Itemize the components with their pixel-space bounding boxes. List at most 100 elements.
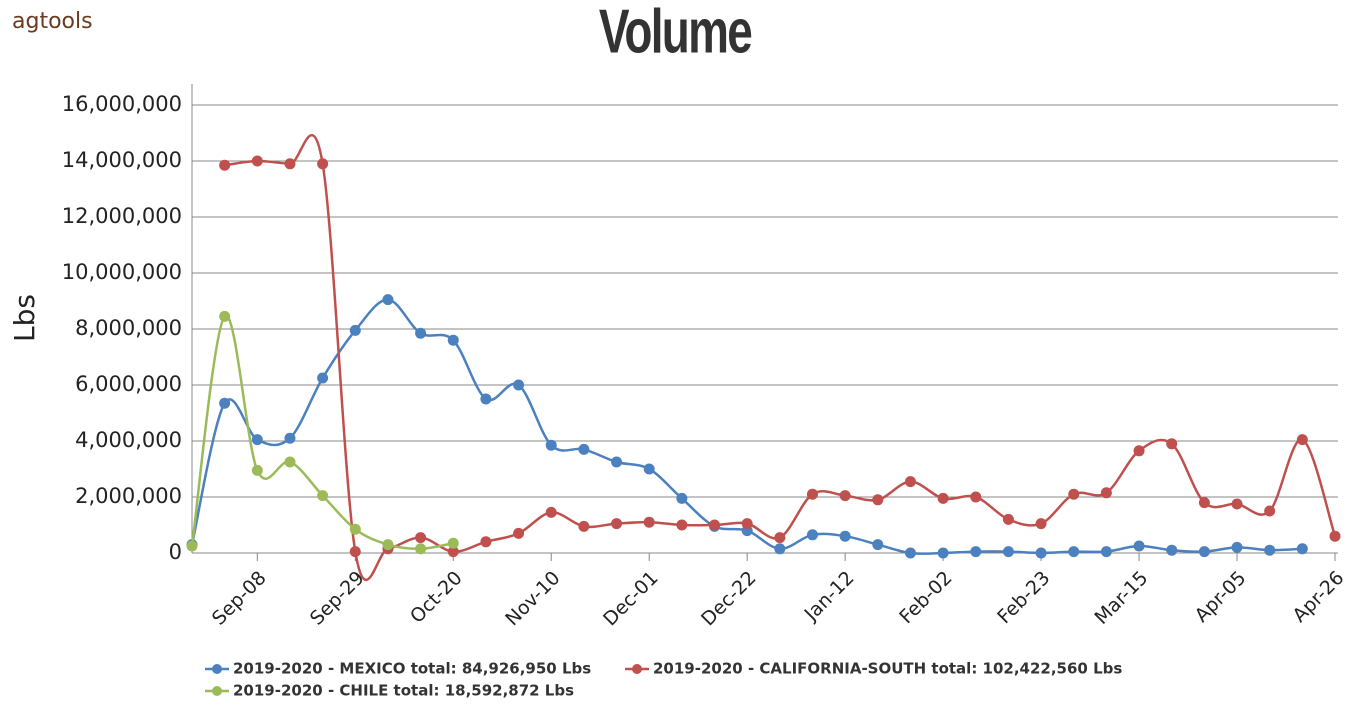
data-point [806,529,818,541]
y-tick-label: 2,000,000 [75,484,182,508]
data-point [219,159,231,171]
data-point [382,539,394,551]
data-point [741,518,753,530]
data-point [513,379,525,391]
data-point [349,523,361,535]
data-point [349,546,361,558]
y-axis-title: Lbs [8,294,41,342]
chart-title: Volume [599,0,752,66]
data-point [1068,488,1080,500]
y-tick-label: 0 [169,540,182,564]
data-point [970,491,982,503]
data-point [1329,530,1341,542]
data-point [676,519,688,531]
x-tick-label: Dec-01 [599,567,663,631]
data-point [1133,445,1145,457]
data-point [284,158,296,170]
legend-label: 2019-2020 - CALIFORNIA-SOUTH total: 102,… [653,660,1122,678]
series-line [190,298,1303,555]
data-point [415,327,427,339]
data-point [970,546,982,558]
data-point [1002,513,1014,525]
data-point [251,434,263,446]
logo: agtools [12,9,93,34]
data-point [1296,543,1308,555]
data-point [1231,498,1243,510]
y-tick-label: 8,000,000 [75,316,182,340]
data-point [317,372,329,384]
data-point [1133,540,1145,552]
x-tick-label: Mar-15 [1090,567,1152,629]
data-point [937,547,949,559]
data-point [774,532,786,544]
data-point [219,397,231,409]
data-point [415,543,427,555]
legend-label: 2019-2020 - CHILE total: 18,592,872 Lbs [233,682,574,700]
data-point [1035,547,1047,559]
data-point [447,546,459,558]
data-point [1166,544,1178,556]
data-point [1264,544,1276,556]
data-point [839,530,851,542]
x-tick-label: Apr-05 [1191,567,1251,627]
y-tick-label: 10,000,000 [62,260,182,284]
data-point [545,506,557,518]
x-tick-label: Sep-29 [306,567,369,630]
data-point [1166,438,1178,450]
x-tick-label: Feb-02 [895,567,956,628]
data-point [513,527,525,539]
data-point [545,439,557,451]
y-tick-label: 14,000,000 [62,148,182,172]
x-tick-label: Sep-08 [208,567,271,630]
data-point [284,456,296,468]
y-tick-label: 6,000,000 [75,372,182,396]
data-point [937,492,949,504]
data-point [1035,518,1047,530]
data-point [611,456,623,468]
data-point [1100,546,1112,558]
data-point [1100,487,1112,499]
data-point [480,393,492,405]
y-tick-label: 4,000,000 [75,428,182,452]
data-point [447,537,459,549]
data-point [872,539,884,551]
data-point [251,155,263,167]
data-point [480,536,492,548]
legend-label: 2019-2020 - MEXICO total: 84,926,950 Lbs [233,660,591,678]
x-tick-label: Feb-23 [993,567,1054,628]
data-point [219,310,231,322]
legend-marker [632,664,642,674]
data-point [447,334,459,346]
data-point [578,520,590,532]
data-point [1264,505,1276,517]
x-tick-label: Jan-12 [800,567,859,626]
series-line [224,133,1337,582]
data-point [1231,541,1243,553]
data-point [251,464,263,476]
data-point [1002,546,1014,558]
y-tick-label: 12,000,000 [62,204,182,228]
series-line [190,314,454,551]
legend-marker [212,664,222,674]
y-tick-label: 16,000,000 [62,92,182,116]
data-point [1198,497,1210,509]
data-point [872,494,884,506]
data-point [676,492,688,504]
x-tick-label: Nov-10 [501,567,564,630]
legend-marker [212,686,222,696]
data-point [643,463,655,475]
data-point [806,488,818,500]
data-point [578,443,590,455]
x-tick-label: Oct-20 [406,567,467,628]
data-point [317,158,329,170]
data-point [611,518,623,530]
data-point [709,519,721,531]
data-point [643,516,655,528]
data-point [774,543,786,555]
data-point [1296,434,1308,446]
data-point [317,490,329,502]
data-point [1198,546,1210,558]
data-point [186,540,198,552]
data-point [349,324,361,336]
x-tick-label: Dec-22 [697,567,761,631]
